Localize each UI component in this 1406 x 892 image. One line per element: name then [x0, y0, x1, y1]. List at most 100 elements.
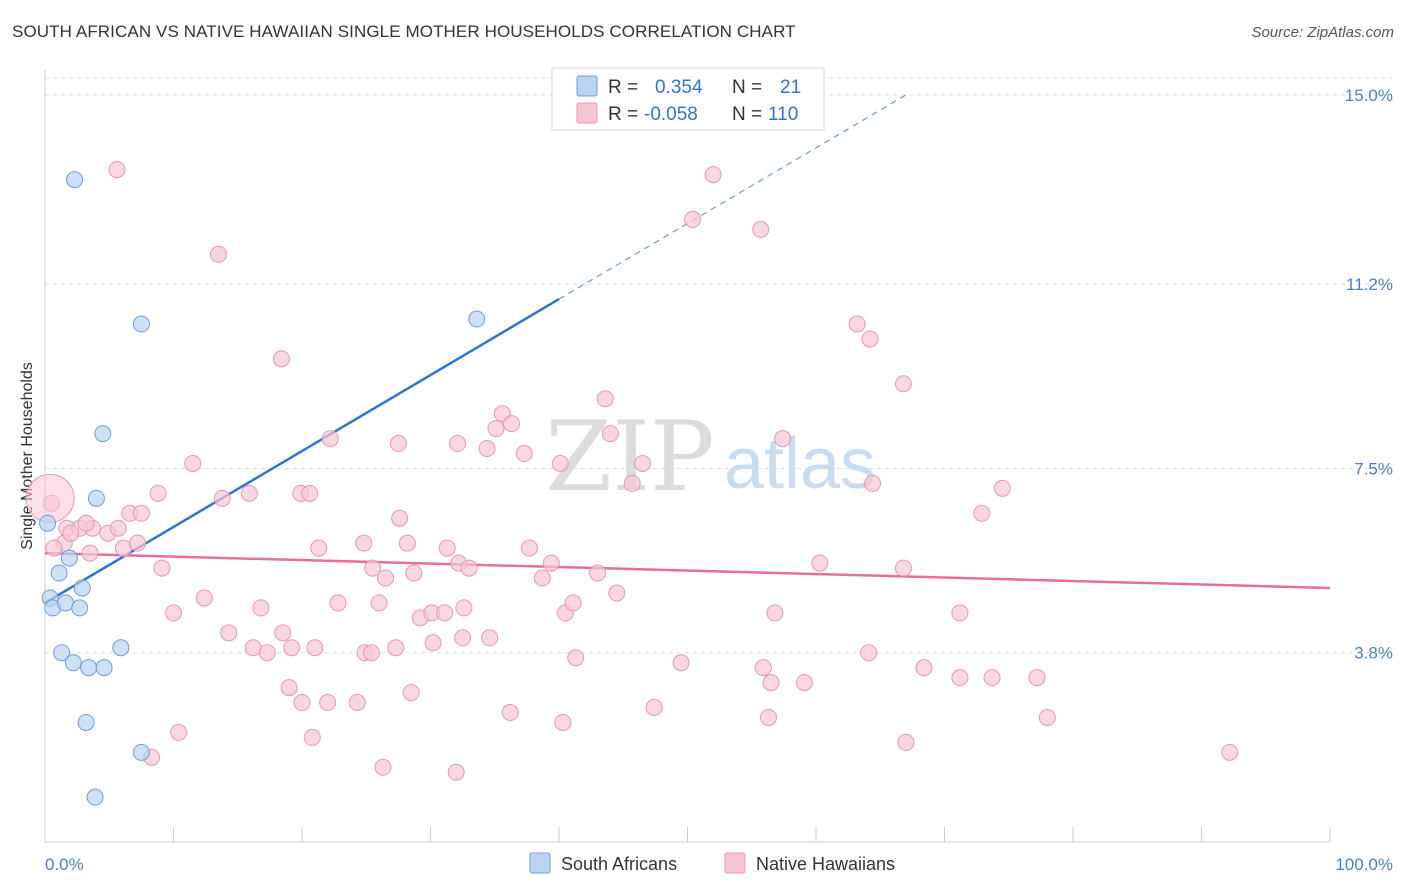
native-hawaiians-point: [398, 534, 416, 552]
native-hawaiians-point: [1221, 743, 1239, 761]
legend-label-south-africans: South Africans: [561, 854, 677, 874]
native-hawaiians-point: [894, 375, 912, 393]
source-label: Source: ZipAtlas.com: [1251, 24, 1394, 41]
legend-n-label: N =: [732, 77, 762, 98]
legend-n-value: 110: [768, 104, 798, 125]
trend-lines: [44, 94, 1331, 605]
native-hawaiians-point: [759, 708, 777, 726]
native-hawaiians-point: [478, 440, 496, 458]
native-hawaiians-point: [25, 473, 75, 523]
south-africans-point: [77, 713, 95, 731]
native-hawaiians-point: [370, 594, 388, 612]
native-hawaiians-point: [45, 539, 63, 557]
legend-r-value: -0.058: [644, 104, 698, 125]
legend-r-label: R =: [608, 77, 638, 98]
native-hawaiians-point: [533, 569, 551, 587]
native-hawaiians-point: [389, 435, 407, 453]
native-hawaiians-point: [864, 474, 882, 492]
south-africans-point: [60, 549, 78, 567]
y-tick-label: 7.5%: [1354, 459, 1393, 478]
native-hawaiians-point: [1028, 669, 1046, 687]
series-legend: South Africans Native Hawaiians: [529, 852, 895, 874]
native-hawaiians-point: [195, 589, 213, 607]
native-hawaiians-point: [448, 435, 466, 453]
native-hawaiians-point: [754, 659, 772, 677]
south-africans-point: [468, 310, 486, 328]
native-hawaiians-point: [861, 330, 879, 348]
legend-swatch-native-hawaiians: [724, 852, 746, 874]
native-hawaiians-point: [77, 514, 95, 532]
native-hawaiians-point: [762, 674, 780, 692]
native-hawaiians-point: [153, 559, 171, 577]
x-tick-label-left: 0.0%: [45, 855, 84, 874]
native-hawaiians-point: [387, 639, 405, 657]
native-hawaiians-point: [645, 699, 663, 717]
native-hawaiians-point: [515, 445, 533, 463]
native-hawaiians-point: [455, 599, 473, 617]
south-africans-point: [64, 654, 82, 672]
south-africans-point: [132, 315, 150, 333]
native-hawaiians-point: [589, 564, 607, 582]
native-hawaiians-point: [306, 639, 324, 657]
native-hawaiians-point: [258, 644, 276, 662]
native-hawaiians-point: [405, 564, 423, 582]
native-hawaiians-point: [752, 220, 770, 238]
native-hawaiians-point: [983, 669, 1001, 687]
native-hawaiians-point: [364, 559, 382, 577]
south-africans-point: [50, 564, 68, 582]
native-hawaiians-point: [329, 594, 347, 612]
native-hawaiians-point: [766, 604, 784, 622]
native-hawaiians-point: [301, 484, 319, 502]
native-hawaiians-point: [520, 539, 538, 557]
y-tick-label: 11.2%: [1346, 275, 1393, 294]
native-hawaiians-point: [310, 539, 328, 557]
native-hawaiians-point: [149, 484, 167, 502]
legend-swatch-pink: [576, 102, 598, 124]
native-hawaiians-point: [973, 504, 991, 522]
native-hawaiians-point: [108, 161, 126, 179]
native-hawaiians-point: [623, 474, 641, 492]
native-hawaiians-point: [355, 534, 373, 552]
native-hawaiians-point: [213, 489, 231, 507]
native-hawaiians-point: [774, 430, 792, 448]
native-hawaiians-point: [402, 684, 420, 702]
native-hawaiians-point: [795, 674, 813, 692]
native-hawaiians-point: [554, 713, 572, 731]
native-hawaiians-point: [252, 599, 270, 617]
native-hawaiians-point: [684, 210, 702, 228]
native-hawaiians-point: [894, 559, 912, 577]
native-hawaiians-point: [438, 539, 456, 557]
native-hawaiians-point: [848, 315, 866, 333]
native-hawaiians-point: [608, 584, 626, 602]
native-hawaiians-point: [274, 624, 292, 642]
south-africans-trend-extension: [558, 94, 907, 300]
native-hawaiians-point: [319, 694, 337, 712]
native-hawaiians-point: [132, 504, 150, 522]
legend-r-label: R =: [608, 104, 638, 125]
native-hawaiians-point: [1038, 708, 1056, 726]
native-hawaiians-point: [897, 733, 915, 751]
gridlines: [45, 77, 1392, 654]
south-africans-point: [94, 425, 112, 443]
watermark-atlas: atlas: [724, 424, 876, 504]
native-hawaiians-point: [454, 629, 472, 647]
axes: [44, 70, 1331, 843]
x-tick-label-right: 100.0%: [1335, 855, 1393, 874]
native-hawaiians-point: [460, 559, 478, 577]
y-tick-label: 3.8%: [1354, 644, 1393, 663]
native-hawaiians-point: [811, 554, 829, 572]
native-hawaiians-point: [542, 554, 560, 572]
south-africans-point: [87, 489, 105, 507]
native-hawaiians-point: [447, 763, 465, 781]
tick-labels: 3.8% 7.5% 11.2% 15.0% 0.0% 100.0%: [45, 86, 1393, 874]
native-hawaiians-point: [391, 509, 409, 527]
native-hawaiians-point: [596, 390, 614, 408]
native-hawaiians-point: [280, 679, 298, 697]
native-hawaiians-point: [165, 604, 182, 622]
south-africans-point: [57, 594, 75, 612]
south-africans-point: [80, 659, 98, 677]
south-africans-point: [132, 743, 150, 761]
legend-r-value: 0.354: [655, 77, 703, 98]
native-hawaiians-point: [362, 644, 380, 662]
